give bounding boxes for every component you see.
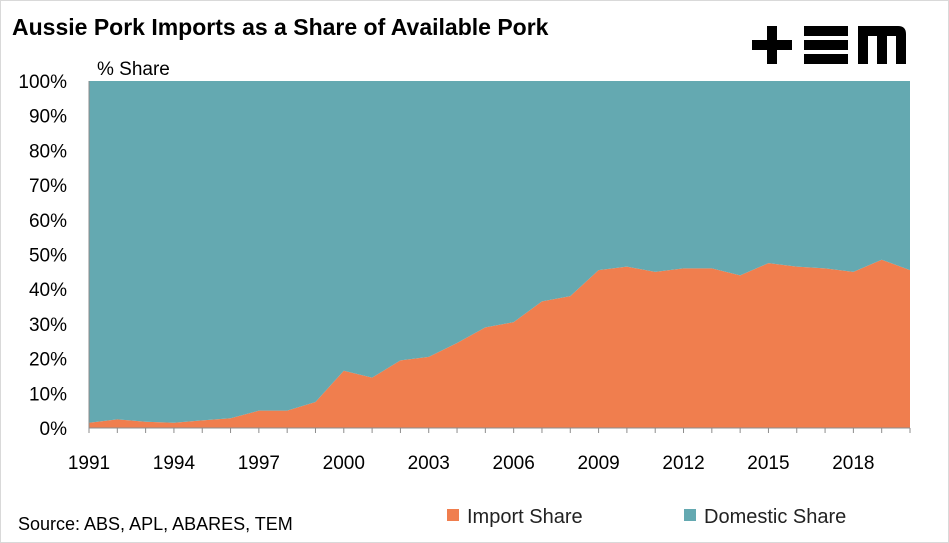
y-tick-label: 100% [18, 72, 67, 93]
y-tick-label: 30% [29, 315, 67, 336]
y-tick-label: 70% [29, 176, 67, 197]
logo-e-mid [804, 40, 848, 50]
y-tick-label: 60% [29, 211, 67, 232]
y-tick-label: 10% [29, 384, 67, 405]
y-tick-label: 90% [29, 107, 67, 128]
legend-label-import-share: Import Share [467, 506, 583, 528]
x-tick-label: 2018 [832, 453, 874, 474]
x-tick-label: 2009 [577, 453, 619, 474]
x-tick-label: 2003 [408, 453, 450, 474]
logo-plus-vertical [767, 26, 777, 64]
chart-title: Aussie Pork Imports as a Share of Availa… [12, 14, 549, 40]
legend-swatch-import-share [447, 509, 459, 521]
x-tick-label: 1991 [68, 453, 110, 474]
x-tick-label: 2000 [323, 453, 365, 474]
tem-logo [752, 26, 906, 64]
y-tick-label: 50% [29, 246, 67, 267]
y-tick-label: 0% [40, 419, 68, 440]
y-tick-label: 40% [29, 280, 67, 301]
legend-swatch-domestic-share [684, 509, 696, 521]
legend-label-domestic-share: Domestic Share [704, 506, 846, 528]
source-note: Source: ABS, APL, ABARES, TEM [18, 514, 293, 534]
logo-e-bottom [804, 54, 848, 64]
x-tick-label: 1994 [153, 453, 196, 474]
logo-e-top [804, 26, 848, 36]
y-tick-label: 80% [29, 141, 67, 162]
y-tick-label: 20% [29, 350, 67, 371]
x-tick-label: 1997 [238, 453, 280, 474]
x-tick-label: 2006 [493, 453, 535, 474]
x-tick-label: 2012 [662, 453, 704, 474]
y-axis-label: % Share [97, 59, 170, 80]
logo-m [858, 26, 906, 64]
area-series-import-share [89, 259, 910, 428]
x-tick-label: 2015 [747, 453, 789, 474]
area-series-domestic-share [89, 81, 910, 423]
